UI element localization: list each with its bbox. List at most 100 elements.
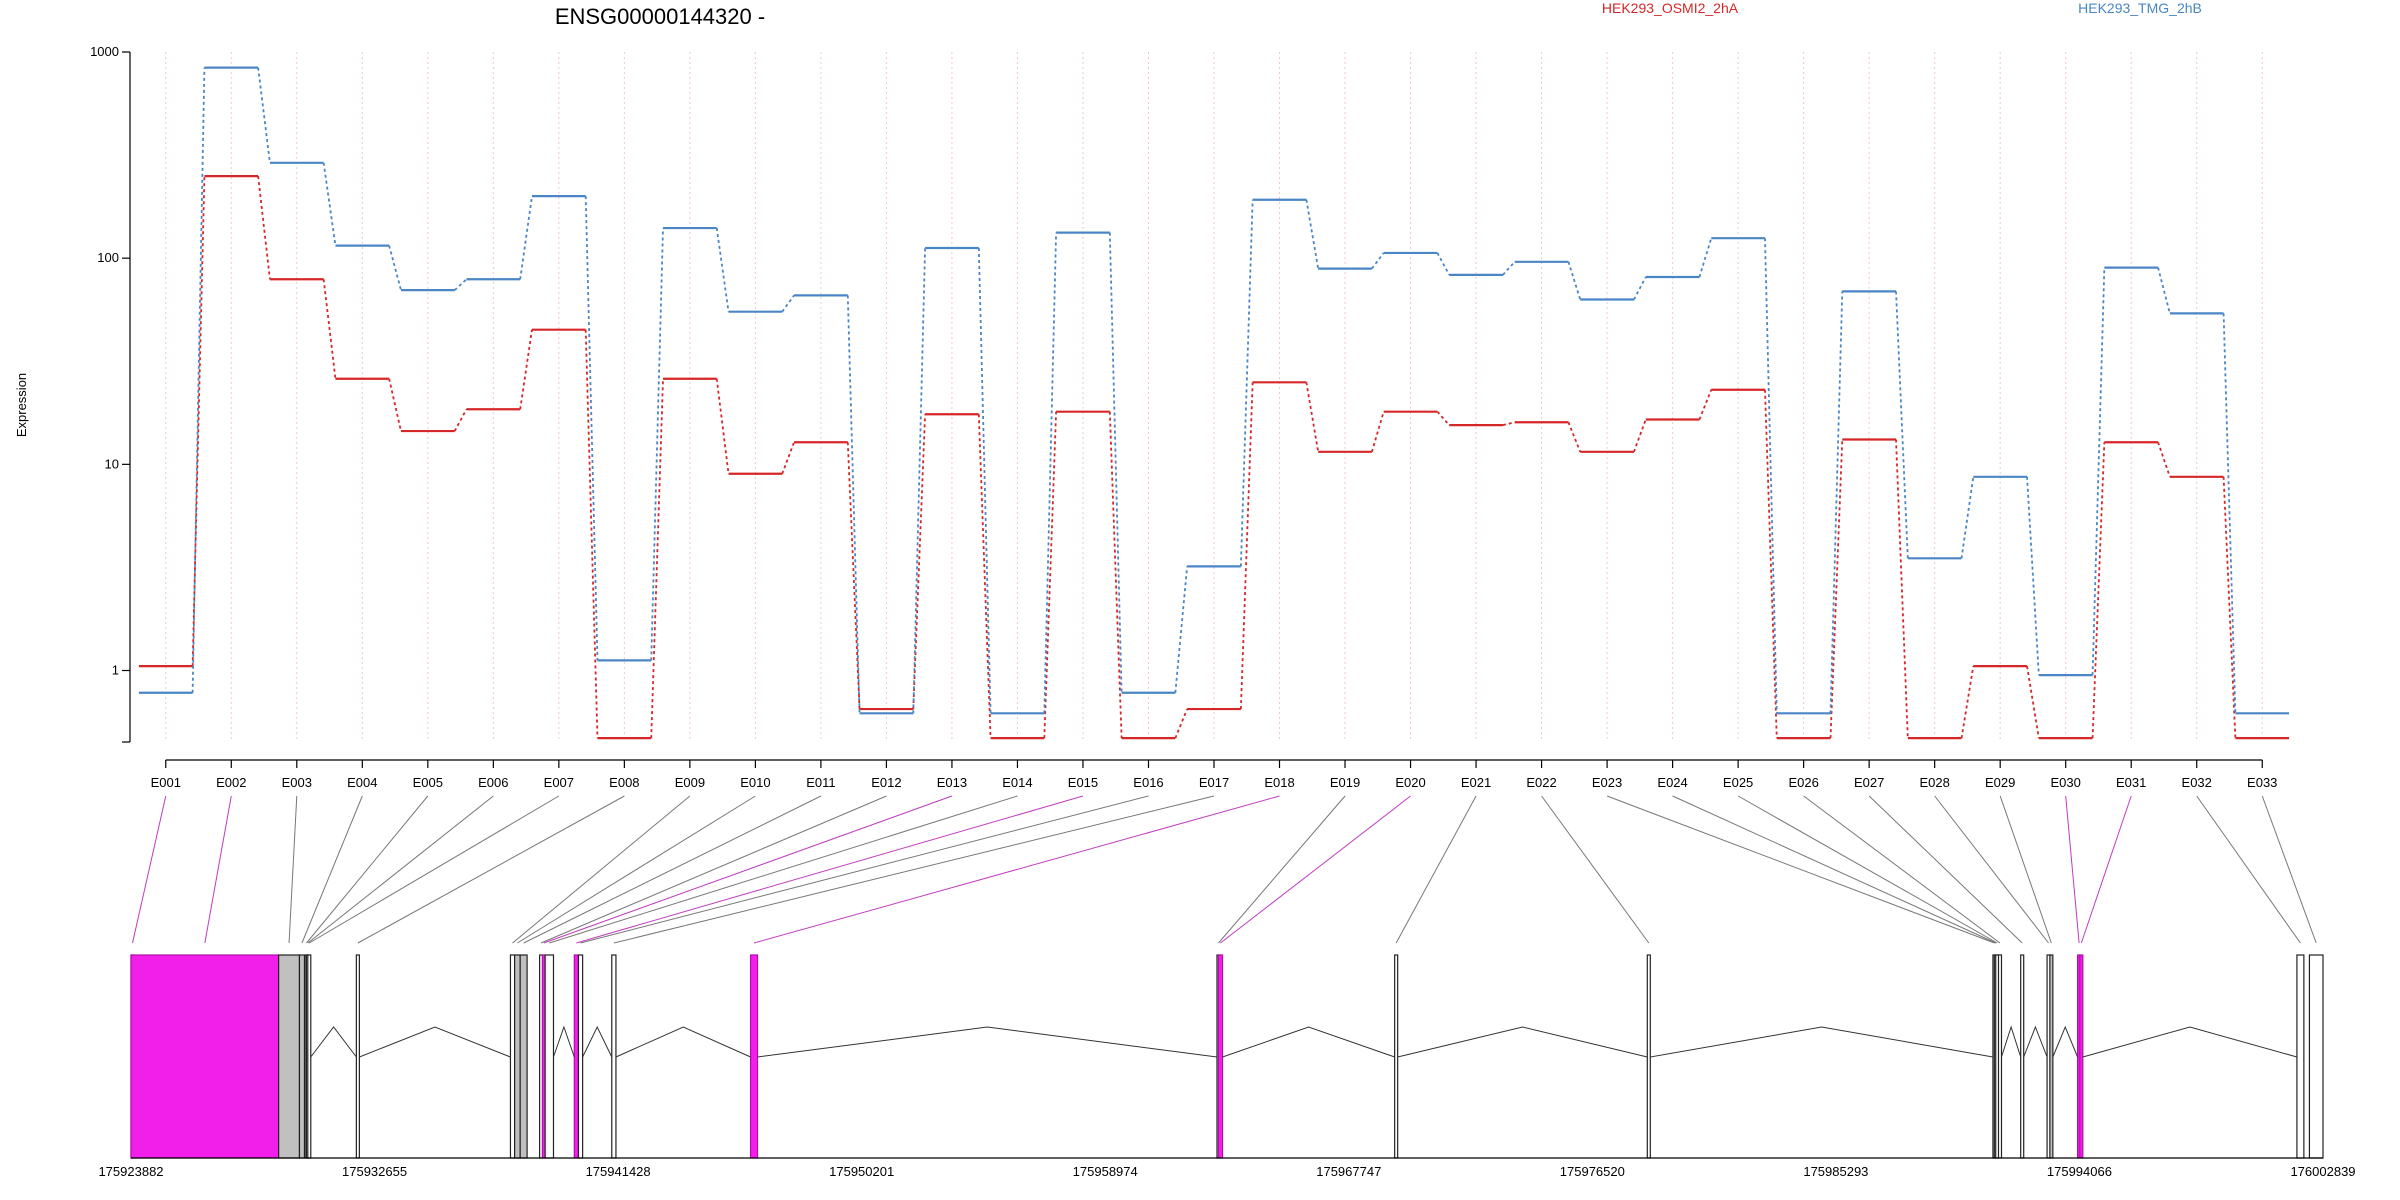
y-tick-label-10: 10 (105, 456, 119, 471)
intron-E014 (553, 1025, 575, 1058)
y-axis-label: Expression (14, 373, 29, 437)
connector-E007 (309, 795, 560, 944)
series-0-link-E019 (1371, 411, 1385, 453)
series-0-link-E008 (650, 378, 664, 739)
x-tick-label-E028: E028 (1919, 775, 1949, 790)
intron-E020 (1222, 1026, 1395, 1058)
series-1-link-E022 (1567, 261, 1582, 300)
exon-box-E020 (1217, 954, 1224, 1159)
connector-E028 (1934, 795, 2049, 944)
x-tick-label-E010: E010 (740, 775, 770, 790)
x-tick-label-E016: E016 (1133, 775, 1163, 790)
exon-box-E029 (2049, 954, 2054, 1159)
x-tick-label-E029: E029 (1985, 775, 2015, 790)
x-tick-label-E012: E012 (871, 775, 901, 790)
series-0-link-E021 (1502, 421, 1515, 426)
series-1-link-E003 (322, 162, 337, 246)
series-1-link-E002 (257, 67, 271, 163)
x-tick-label-E017: E017 (1199, 775, 1229, 790)
x-tick-label-E022: E022 (1526, 775, 1556, 790)
connector-E005 (306, 795, 429, 944)
series-0-link-E002 (257, 176, 271, 280)
x-tick-label-E004: E004 (347, 775, 377, 790)
series-1-link-E030 (2091, 267, 2106, 676)
intron-E027 (2023, 1025, 2048, 1058)
series-0-link-E014 (1043, 411, 1058, 739)
y-tick-label-1000: 1000 (90, 44, 119, 59)
exon-box-E026 (1997, 954, 2003, 1159)
connector-E002 (204, 795, 232, 944)
exon-box-E003 (278, 954, 301, 1159)
x-tick-label-E024: E024 (1657, 775, 1687, 790)
series-0-link-E031 (2157, 441, 2171, 478)
intron-E008 (359, 1026, 511, 1058)
series-1-link-E004 (388, 245, 402, 291)
series-0-link-E016 (1174, 708, 1188, 739)
genomic-coordinate-axis: 175923882 175932655 175941428 175950201 1759… (98, 1157, 2356, 1179)
connector-E016 (580, 795, 1149, 944)
chart-title: ENSG00000144320 - (555, 4, 765, 29)
connector-E025 (1737, 795, 1998, 944)
series-1-link-E006 (519, 195, 533, 280)
coord-label-175941428: 175941428 (586, 1164, 651, 1179)
series-0-link-E010 (781, 441, 795, 475)
exon-box-E010 (514, 954, 521, 1159)
exon-box-E011 (519, 954, 528, 1159)
series-1-link-E027 (1895, 291, 1909, 559)
connector-E014 (549, 795, 1018, 944)
connector-E027 (1868, 795, 2023, 944)
gene-model (130, 954, 2324, 1159)
x-tick-label-E011: E011 (806, 775, 835, 790)
series-0-link-E026 (1829, 439, 1844, 739)
exon-box-E016 (577, 954, 584, 1159)
connector-E023 (1606, 795, 1995, 944)
series-1-link-E020 (1436, 252, 1450, 276)
x-tick-label-E023: E023 (1592, 775, 1622, 790)
series-1-link-E032 (2222, 313, 2237, 714)
series-1-link-E001 (191, 67, 206, 693)
series-0-link-E015 (1108, 411, 1123, 739)
legend-entry-osmi2: HEK293_OSMI2_2hA (1602, 0, 1739, 16)
exon-box-E022 (1646, 954, 1651, 1159)
connector-E031 (2080, 795, 2132, 944)
connector-E024 (1672, 795, 1997, 944)
x-tick-label-E005: E005 (413, 775, 443, 790)
x-tick-label-E009: E009 (675, 775, 705, 790)
x-tick-label-E031: E031 (2116, 775, 2146, 790)
series-1-link-E009 (715, 227, 730, 312)
exon-box-E014 (544, 954, 555, 1159)
exon-box-E033 (2308, 954, 2324, 1159)
series-0-link-E027 (1895, 439, 1909, 739)
x-tick-label-E019: E019 (1330, 775, 1360, 790)
intron-E018 (757, 1026, 1218, 1058)
x-tick-label-E032: E032 (2182, 775, 2212, 790)
series-1-link-E017 (1239, 199, 1254, 567)
series-0-link-E022 (1567, 421, 1582, 453)
exon-box-E015 (573, 954, 580, 1159)
series-0-link-E017 (1239, 382, 1254, 710)
intron-E021 (1397, 1026, 1648, 1058)
series-1-link-E011 (846, 295, 861, 714)
series-0-link-E009 (715, 378, 730, 474)
x-tick-label-E002: E002 (216, 775, 246, 790)
series-1-link-E029 (2026, 476, 2040, 676)
series-1-link-E031 (2157, 267, 2171, 314)
connector-E009 (512, 795, 691, 944)
intron-E007 (310, 1026, 357, 1058)
series-1-link-E019 (1371, 252, 1385, 270)
series-0-link-E030 (2091, 442, 2106, 739)
x-tick-label-E026: E026 (1788, 775, 1818, 790)
series-0-link-E023 (1633, 419, 1647, 453)
coord-label-175994066: 175994066 (2047, 1164, 2112, 1179)
x-tick-label-E030: E030 (2051, 775, 2081, 790)
coord-label-175950201: 175950201 (829, 1164, 894, 1179)
series-1-link-E008 (650, 228, 664, 661)
x-tick-label-E020: E020 (1395, 775, 1425, 790)
connector-E012 (540, 795, 887, 944)
intron-E029 (2052, 1025, 2079, 1058)
exon-box-E004 (298, 954, 306, 1159)
series-0-link-E025 (1764, 389, 1778, 739)
series-1-link-E007 (584, 196, 599, 661)
connector-E011 (523, 795, 822, 944)
connector-E018 (753, 795, 1280, 944)
